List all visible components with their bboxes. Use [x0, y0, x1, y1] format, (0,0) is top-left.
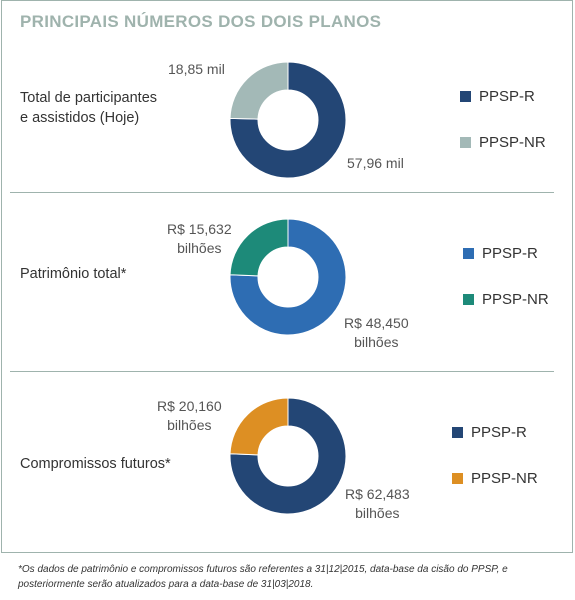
chart-2-legend-ppsp-nr: PPSP-NR [463, 291, 549, 308]
section-divider [10, 371, 554, 372]
footnote-line-1: *Os dados de patrimônio e compromissos f… [18, 564, 508, 575]
chart-3-title: Compromissos futuros* [20, 454, 171, 474]
legend-label: PPSP-R [479, 88, 535, 105]
chart-2-value-ppsp-r: R$ 48,450 bilhões [344, 314, 409, 352]
chart-1-value-ppsp-nr: 18,85 mil [168, 60, 225, 79]
legend-swatch [460, 91, 471, 102]
footnote-line-2: posteriormente serão atualizados para a … [18, 579, 314, 590]
donut-slice-ppsp-nr [229, 61, 289, 120]
chart-1-legend-ppsp-r: PPSP-R [460, 88, 535, 105]
footnote: *Os dados de patrimônio e compromissos f… [18, 562, 558, 592]
chart-1-value-ppsp-nr-line-1: 18,85 mil [168, 61, 225, 77]
donut-slice-ppsp-nr [229, 397, 289, 456]
chart-3-legend-ppsp-nr: PPSP-NR [452, 470, 538, 487]
legend-label: PPSP-R [471, 424, 527, 441]
chart-2-title-line-1: Patrimônio total* [20, 266, 127, 282]
chart-3-value-ppsp-r-line-2: bilhões [355, 505, 400, 521]
chart-2-value-ppsp-nr-line-1: R$ 15,632 [167, 221, 232, 237]
chart-3-value-ppsp-r: R$ 62,483 bilhões [345, 485, 410, 523]
donut-slice-ppsp-r [229, 397, 347, 515]
legend-swatch [452, 473, 463, 484]
chart-2-value-ppsp-r-line-1: R$ 48,450 [344, 315, 409, 331]
chart-3-value-ppsp-r-line-1: R$ 62,483 [345, 486, 410, 502]
chart-2-donut [229, 218, 347, 336]
chart-1-title-line-2: e assistidos (Hoje) [20, 110, 140, 126]
chart-2-legend-ppsp-r: PPSP-R [463, 245, 538, 262]
chart-2-value-ppsp-nr: R$ 15,632 bilhões [167, 220, 232, 258]
legend-swatch [460, 137, 471, 148]
chart-2-title: Patrimônio total* [20, 264, 126, 284]
chart-3-value-ppsp-nr-line-1: R$ 20,160 [157, 398, 222, 414]
legend-swatch [463, 248, 474, 259]
chart-1-legend-ppsp-nr: PPSP-NR [460, 134, 546, 151]
legend-label: PPSP-NR [479, 134, 546, 151]
legend-swatch [452, 427, 463, 438]
chart-1-title-line-1: Total de participantes [20, 90, 158, 106]
legend-label: PPSP-R [482, 245, 538, 262]
chart-3-title-line-1: Compromissos futuros* [20, 456, 171, 472]
chart-3-donut [229, 397, 347, 515]
donut-slice-ppsp-r [229, 218, 347, 336]
chart-1-donut [229, 61, 347, 179]
legend-swatch [463, 294, 474, 305]
chart-1-value-ppsp-r: 57,96 mil [347, 154, 404, 173]
chart-2-value-ppsp-nr-line-2: bilhões [177, 240, 222, 256]
legend-label: PPSP-NR [471, 470, 538, 487]
page-title: PRINCIPAIS NÚMEROS DOS DOIS PLANOS [20, 12, 382, 31]
infographic-frame [1, 0, 573, 553]
legend-label: PPSP-NR [482, 291, 549, 308]
chart-1-value-ppsp-r-line-1: 57,96 mil [347, 155, 404, 171]
donut-slice-ppsp-nr [229, 218, 289, 277]
chart-3-value-ppsp-nr: R$ 20,160 bilhões [157, 397, 222, 435]
chart-3-value-ppsp-nr-line-2: bilhões [167, 417, 212, 433]
chart-2-value-ppsp-r-line-2: bilhões [354, 334, 399, 350]
donut-slice-ppsp-r [229, 61, 347, 179]
chart-1-title: Total de participantes e assistidos (Hoj… [20, 88, 157, 128]
chart-3-legend-ppsp-r: PPSP-R [452, 424, 527, 441]
section-divider [10, 192, 554, 193]
